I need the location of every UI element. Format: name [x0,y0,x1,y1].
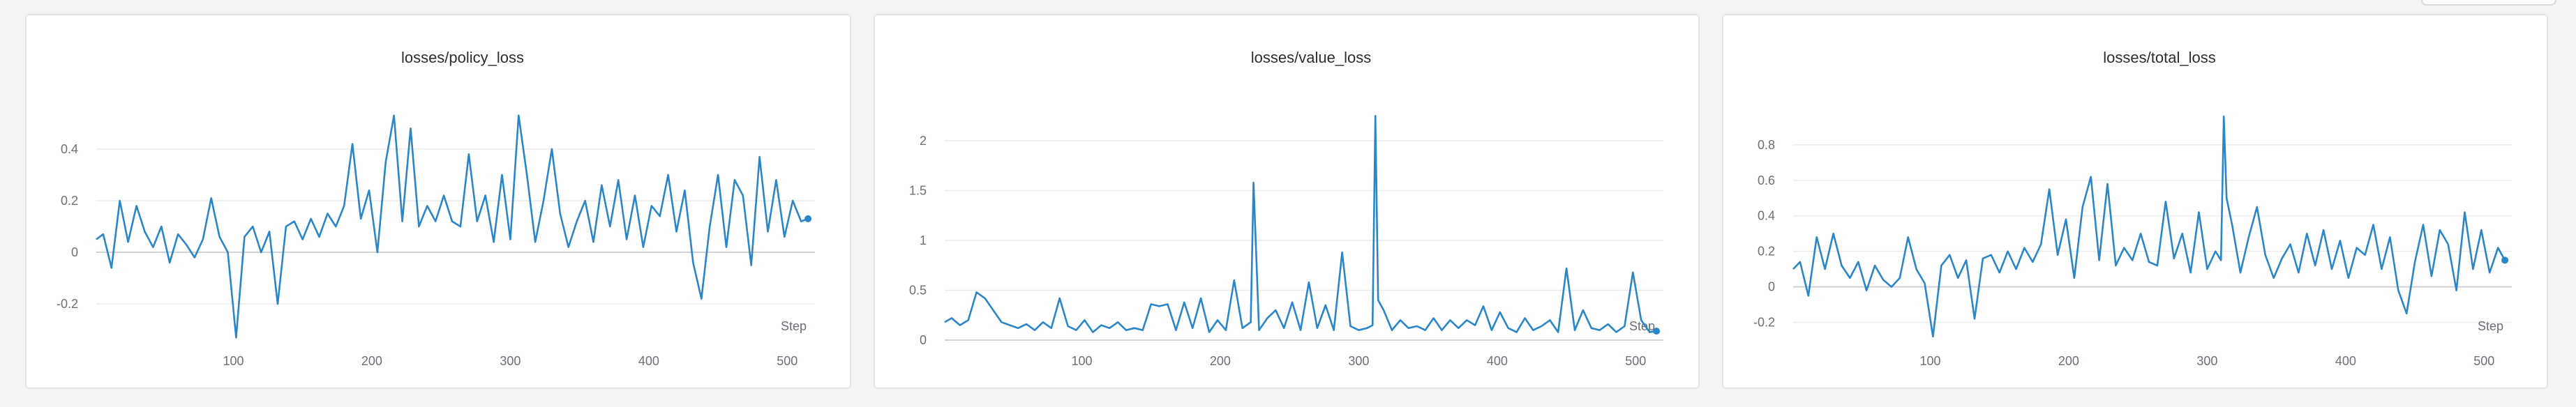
x-axis-label: Step [2478,319,2503,333]
chart-title: losses/value_loss [1251,49,1371,66]
series-line [1792,115,2506,338]
y-tick-label: 0.4 [1758,209,1775,223]
chart-title: losses/policy_loss [401,49,524,66]
series-end-point [804,215,812,222]
x-tick-label: 300 [2196,354,2217,368]
y-tick-label: 0.2 [61,194,78,208]
series-line [96,114,809,339]
chart-panel-total-loss: losses/total_loss -0.2 0 0.2 0.4 0.6 0.8 100 200… [1722,14,2548,389]
x-axis-label: Step [781,319,807,333]
y-tick-label: 0.2 [1758,245,1775,259]
x-tick-label: 100 [1071,354,1092,368]
x-tick-label: 500 [2473,354,2494,368]
x-tick-label: 500 [777,354,797,368]
series-line [944,115,1657,333]
y-tick-label: -0.2 [57,297,78,311]
x-tick-label: 300 [1348,354,1369,368]
toolbar-button[interactable] [2421,0,2556,6]
x-tick-label: 200 [361,354,382,368]
chart-total-loss: losses/total_loss -0.2 0 0.2 0.4 0.6 0.8 100 200… [1753,49,2512,368]
x-tick-label: 300 [500,354,521,368]
chart-panel-policy-loss: losses/policy_loss -0.2 0 0.2 0.4 100 200 300 40… [25,14,851,389]
x-tick-label: 400 [638,354,659,368]
x-tick-label: 400 [1487,354,1508,368]
y-tick-label: 0 [1768,280,1775,294]
x-tick-label: 200 [2058,354,2079,368]
y-tick-label: 2 [920,134,927,148]
y-tick-label: 0.4 [61,142,78,156]
chart-policy-loss: losses/policy_loss -0.2 0 0.2 0.4 100 200 300 40… [57,49,815,368]
chart-panel-value-loss: losses/value_loss 0 0.5 1 1.5 2 100 200 300 400 50… [874,14,1700,389]
y-tick-label: 1 [920,233,927,247]
x-tick-label: 400 [2335,354,2356,368]
series-end-point [2501,256,2509,264]
y-tick-label: 0.5 [909,284,927,298]
y-tick-label: 0.6 [1758,174,1775,187]
y-tick-label: 1.5 [909,184,927,198]
y-tick-label: -0.2 [1753,316,1775,330]
y-tick-label: 0 [920,333,927,347]
y-tick-label: 0.8 [1758,138,1775,152]
chart-value-loss: losses/value_loss 0 0.5 1 1.5 2 100 200 300 400 50… [909,49,1663,368]
series-end-point [1653,328,1661,335]
x-tick-label: 100 [1919,354,1940,368]
chart-title: losses/total_loss [2103,49,2215,66]
x-tick-label: 100 [223,354,244,368]
x-tick-label: 200 [1210,354,1231,368]
y-tick-label: 0 [71,245,78,259]
x-tick-label: 500 [1625,354,1646,368]
